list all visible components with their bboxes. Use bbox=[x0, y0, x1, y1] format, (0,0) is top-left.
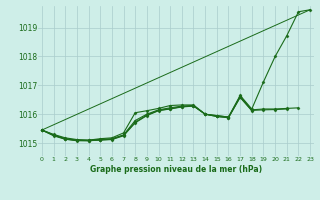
X-axis label: Graphe pression niveau de la mer (hPa): Graphe pression niveau de la mer (hPa) bbox=[90, 165, 262, 174]
